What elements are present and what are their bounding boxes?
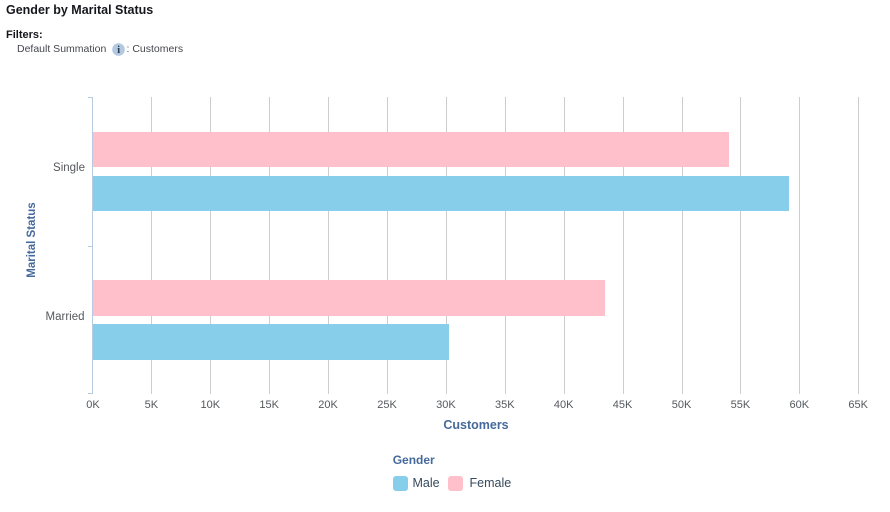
svg-text:i: i bbox=[117, 44, 120, 56]
